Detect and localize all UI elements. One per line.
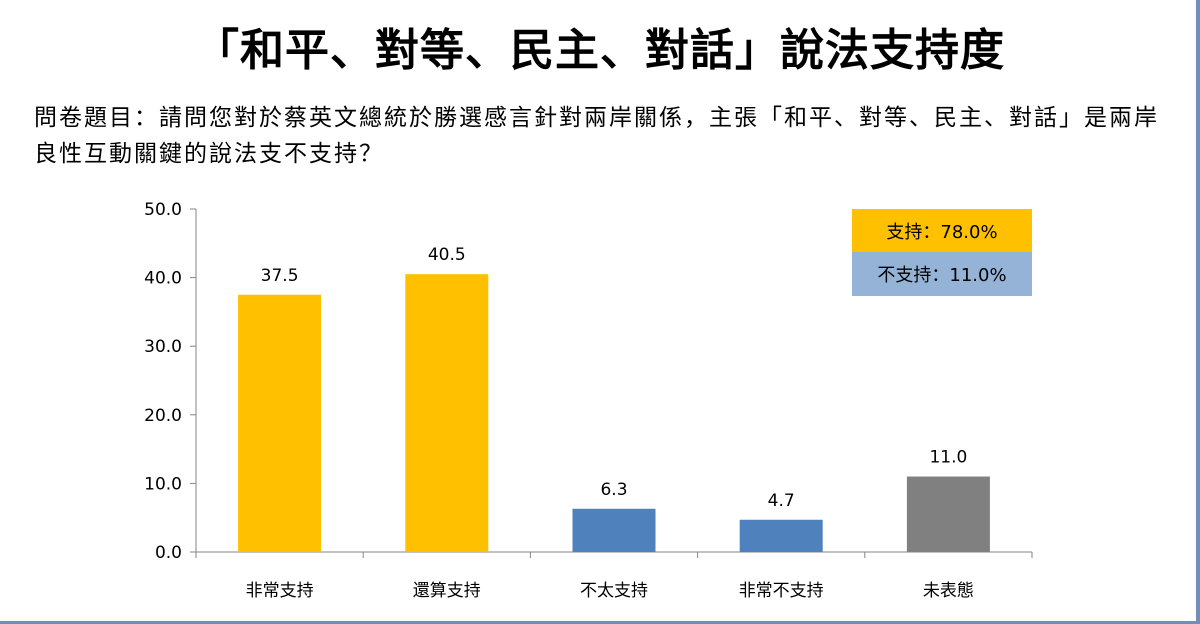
data-label: 4.7 [768,491,795,511]
x-tick-label: 不太支持 [580,581,648,601]
x-tick-label: 未表態 [923,581,974,601]
data-label: 11.0 [929,448,967,468]
data-label: 37.5 [261,266,299,286]
y-tick-label: 40.0 [144,269,182,289]
x-tick-label: 非常支持 [246,581,314,601]
y-tick-label: 10.0 [144,474,182,494]
chart-title: 「和平、對等、民主、對話」說法支持度 [195,25,1005,76]
bar [238,294,322,552]
slide-frame-right [1196,0,1200,624]
bar [739,519,823,552]
y-tick-label: 50.0 [144,200,182,220]
legend-support-label: 支持：78.0% [886,222,998,243]
x-tick-label: 非常不支持 [739,581,824,601]
data-label: 40.5 [428,245,466,265]
y-tick-label: 30.0 [144,337,182,357]
legend-oppose: 不支持：11.0% [852,252,1032,296]
legend-support: 支持：78.0% [852,209,1032,253]
data-label: 6.3 [600,480,627,500]
slide-frame-bottom [0,621,1200,624]
bar [906,476,990,552]
y-tick-label: 0.0 [155,543,182,563]
x-tick-label: 還算支持 [413,581,481,601]
legend-oppose-label: 不支持：11.0% [877,265,1007,286]
bar [572,508,656,552]
y-tick-label: 20.0 [144,406,182,426]
bar [405,274,489,552]
survey-question: 問卷題目：請問您對於蔡英文總統於勝選感言針對兩岸關係，主張「和平、對等、民主、對… [34,105,1159,167]
